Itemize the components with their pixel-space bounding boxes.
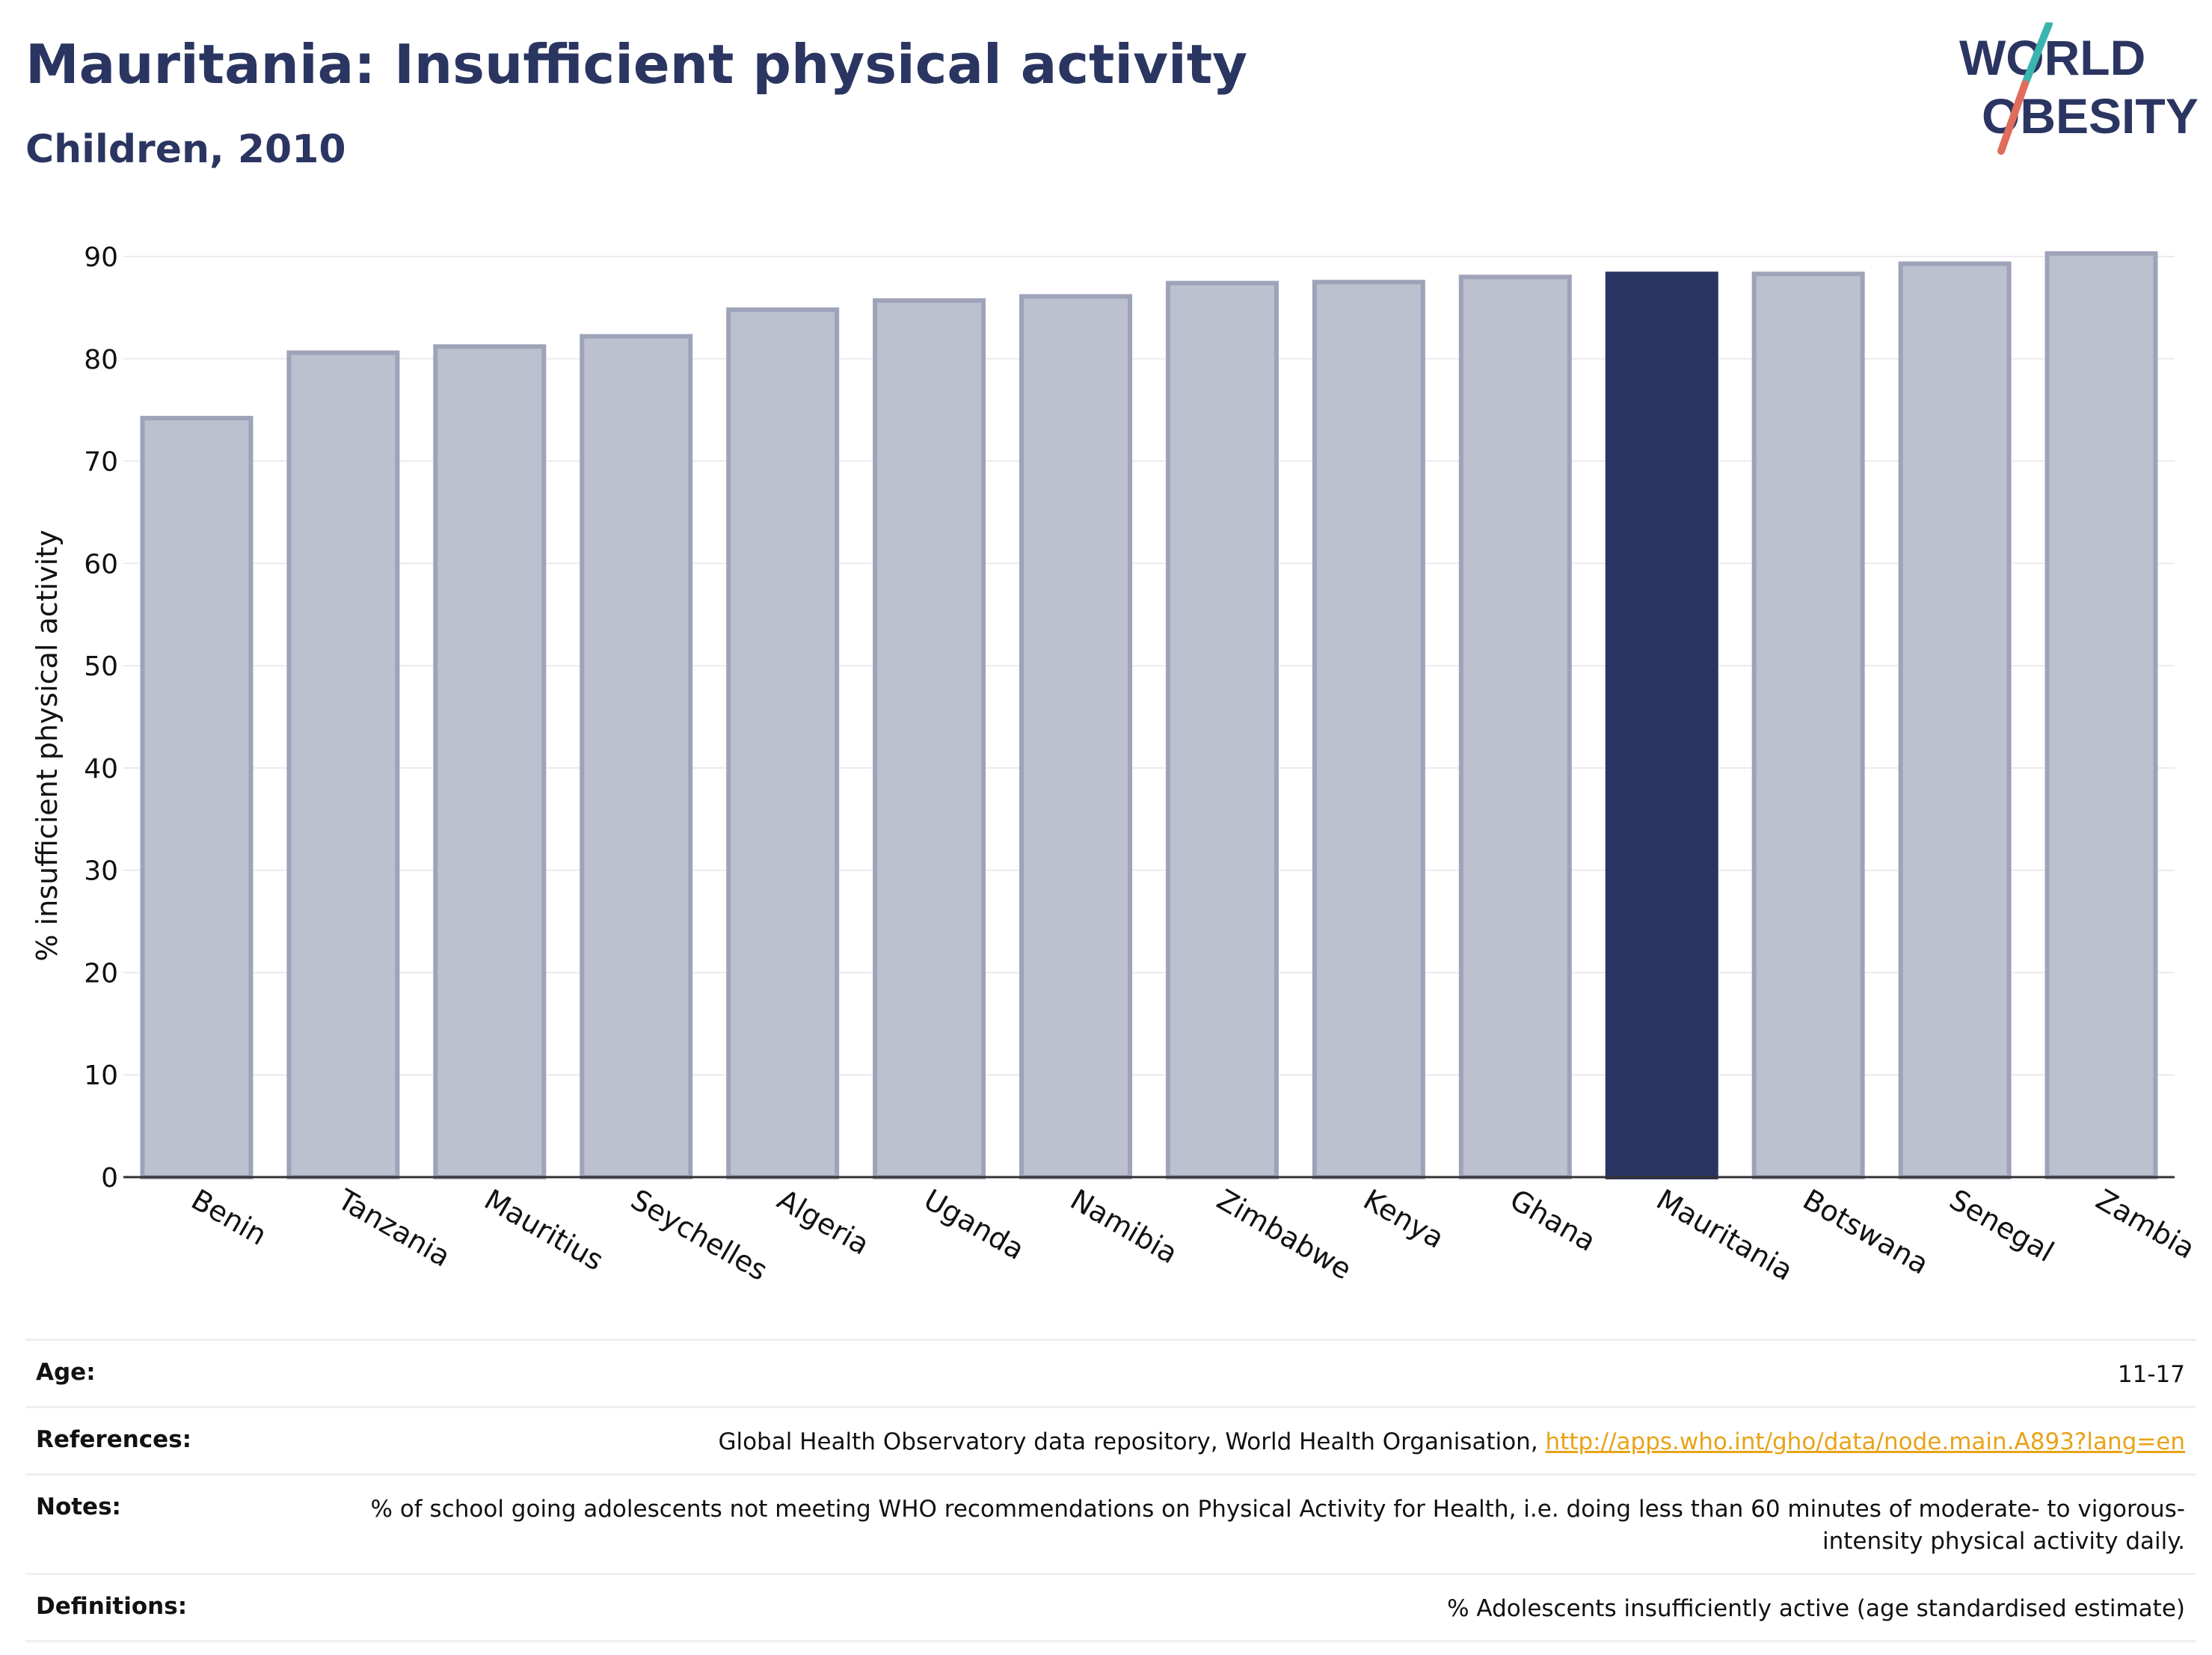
x-tick-label: Kenya bbox=[1358, 1183, 1450, 1255]
x-tick-label: Uganda bbox=[918, 1183, 1030, 1266]
bar bbox=[1312, 280, 1425, 1179]
detail-row-references: References: Global Health Observatory da… bbox=[25, 1406, 2196, 1473]
detail-row-definitions: Definitions: % Adolescents insufficientl… bbox=[25, 1573, 2196, 1642]
logo-slash-coral bbox=[1997, 80, 2029, 155]
y-tick-label: 40 bbox=[84, 754, 118, 784]
reference-link[interactable]: http://apps.who.int/gho/data/node.main.A… bbox=[1545, 1428, 2185, 1455]
detail-value: % Adolescents insufficiently active (age… bbox=[1447, 1595, 2185, 1622]
y-tick-label: 30 bbox=[84, 856, 118, 887]
gridlines bbox=[123, 256, 2175, 1076]
detail-value: 11-17 bbox=[2117, 1361, 2185, 1388]
bar bbox=[1751, 271, 1865, 1180]
x-tick-label: Algeria bbox=[772, 1183, 875, 1262]
y-tick-label: 0 bbox=[101, 1163, 118, 1194]
reference-text: Global Health Observatory data repositor… bbox=[718, 1428, 1546, 1455]
bars bbox=[140, 251, 2158, 1180]
y-tick-label: 10 bbox=[84, 1060, 118, 1091]
bar bbox=[873, 298, 986, 1179]
bar bbox=[1898, 261, 2012, 1179]
bar bbox=[1165, 280, 1279, 1179]
x-tick-label: Senegal bbox=[1944, 1183, 2059, 1269]
bar bbox=[726, 307, 840, 1180]
x-tick-label: Tanzania bbox=[332, 1182, 456, 1273]
detail-value: Global Health Observatory data repositor… bbox=[718, 1426, 2185, 1458]
x-tick-label: Mauritania bbox=[1651, 1183, 1798, 1287]
detail-label: Notes: bbox=[36, 1493, 121, 1520]
x-tick-label: Zambia bbox=[2091, 1183, 2201, 1265]
chart-title: Mauritania: Insufficient physical activi… bbox=[25, 33, 1248, 96]
world-obesity-logo: WORLD OBESITY bbox=[1959, 22, 2199, 155]
y-tick-label: 20 bbox=[84, 958, 118, 989]
x-tick-label: Namibia bbox=[1065, 1183, 1183, 1271]
detail-label: Age: bbox=[36, 1359, 96, 1386]
x-tick-label: Zimbabwe bbox=[1211, 1183, 1357, 1286]
bar bbox=[1458, 274, 1572, 1179]
bar-chart: 0 10 20 30 40 50 60 70 80 90 Benin Tanzania Mauritiu… bbox=[31, 242, 2201, 1287]
detail-label: Definitions: bbox=[36, 1593, 188, 1620]
y-tick-label: 90 bbox=[84, 242, 118, 273]
y-tick-label: 60 bbox=[84, 549, 118, 580]
detail-row-notes: Notes: % of school going adolescents not… bbox=[25, 1473, 2196, 1573]
axes: 0 10 20 30 40 50 60 70 80 90 Benin Tanzania Mauritiu… bbox=[84, 242, 2200, 1287]
detail-value: % of school going adolescents not meetin… bbox=[370, 1496, 2185, 1555]
chart-details-table: Age: 11-17 References: Global Health Obs… bbox=[25, 1339, 2196, 1642]
y-tick-label: 80 bbox=[84, 345, 118, 375]
detail-label: References: bbox=[36, 1426, 192, 1453]
x-tick-label: Seychelles bbox=[625, 1183, 772, 1287]
bar bbox=[140, 416, 254, 1179]
logo-word-world: WORLD bbox=[1959, 30, 2145, 85]
x-tick-label: Benin bbox=[185, 1183, 272, 1252]
bar bbox=[433, 344, 547, 1179]
y-tick-label: 50 bbox=[84, 651, 118, 682]
bar bbox=[2044, 251, 2158, 1180]
y-tick-label: 70 bbox=[84, 447, 118, 478]
x-tick-label: Mauritius bbox=[479, 1183, 609, 1277]
x-tick-label: Botswana bbox=[1798, 1183, 1935, 1281]
bar bbox=[286, 350, 400, 1179]
y-axis-label: % insufficient physical activity bbox=[31, 529, 64, 961]
logo-slash-teal bbox=[2021, 22, 2053, 87]
bar bbox=[580, 334, 693, 1180]
bar bbox=[1019, 294, 1133, 1179]
x-tick-label: Ghana bbox=[1505, 1183, 1602, 1258]
chart-subtitle: Children, 2010 bbox=[25, 127, 346, 172]
bar-highlighted bbox=[1605, 271, 1718, 1180]
detail-row-age: Age: 11-17 bbox=[25, 1339, 2196, 1406]
